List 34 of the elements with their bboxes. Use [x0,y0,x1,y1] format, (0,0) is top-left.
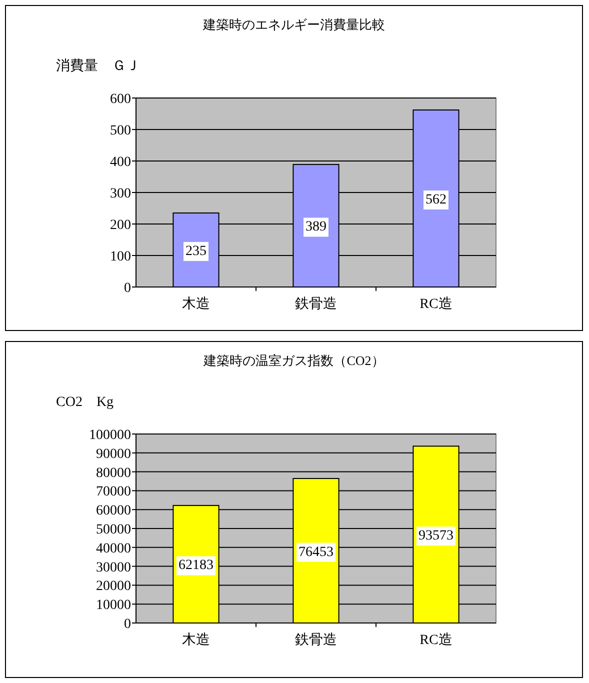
data-label: 62183 [178,558,214,574]
y-tick-label: 600 [110,92,131,107]
y-tick-label: 30000 [96,560,131,576]
y-axis-title: 消費量 ＧＪ [56,59,140,74]
y-tick-label: 500 [110,124,131,138]
x-tick-label: RC造 [420,633,452,648]
y-tick-label: 80000 [96,466,131,481]
y-tick-label: 50000 [96,522,131,538]
y-tick-label: 90000 [96,446,131,462]
y-tick-label: 0 [124,617,131,632]
data-label: 235 [186,244,206,259]
y-tick-label: 0 [124,281,131,296]
y-tick-label: 10000 [96,598,131,614]
x-tick-label: 鉄骨造 [295,633,337,648]
y-tick-label: 100 [110,250,131,264]
data-label: 93573 [418,528,454,544]
x-tick-label: 木造 [182,633,210,648]
y-axis-title: CO2 Kg [56,395,114,410]
x-tick-label: RC造 [420,297,452,312]
title: 建築時の温室ガス指数（CO2） [204,353,384,368]
y-tick-label: 70000 [96,484,131,500]
y-tick-label: 40000 [96,541,131,556]
x-tick-label: 鉄骨造 [295,297,337,312]
title: 建築時のエネルギー消費量比較 [203,17,385,32]
x-tick-label: 木造 [182,297,210,312]
y-tick-label: 60000 [96,504,131,519]
y-tick-label: 100000 [89,428,131,443]
y-tick-label: 400 [110,155,131,170]
data-label: 76453 [298,544,334,560]
y-tick-label: 20000 [96,579,131,594]
y-tick-label: 300 [110,186,131,202]
y-tick-label: 200 [110,218,131,233]
data-label: 562 [426,192,446,208]
data-label: 389 [306,220,326,235]
